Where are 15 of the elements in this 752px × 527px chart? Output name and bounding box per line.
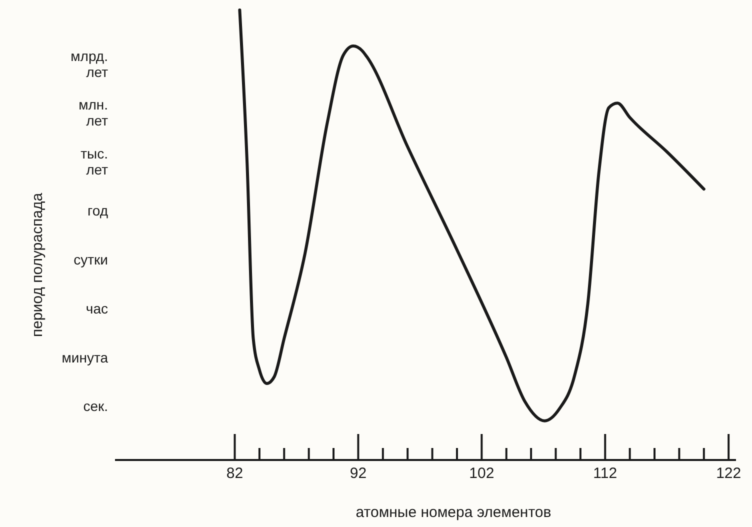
text: млрд. лет — [70, 48, 109, 80]
text: сек. — [83, 398, 108, 414]
text: сутки — [74, 251, 108, 268]
x-tick-label: 82 — [226, 465, 244, 482]
text: час — [86, 300, 108, 316]
text: минута — [62, 349, 108, 366]
x-tick-label: 102 — [469, 465, 494, 482]
x-tick-label: 112 — [593, 465, 618, 482]
x-tick-label: 92 — [350, 465, 367, 482]
text: тыс. лет — [80, 146, 109, 178]
text: млн. лет — [78, 96, 109, 129]
y-axis-title: период полураспада — [29, 192, 46, 338]
x-axis-title: атомные номера элементов — [356, 504, 552, 521]
x-tick-label: 122 — [716, 465, 742, 482]
text: год — [88, 202, 108, 219]
